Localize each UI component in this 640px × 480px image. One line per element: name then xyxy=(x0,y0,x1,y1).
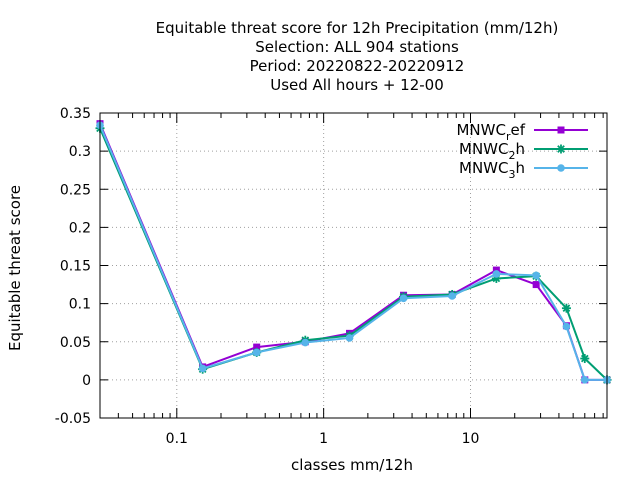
data-point xyxy=(562,322,571,331)
data-point xyxy=(301,338,310,347)
data-point-stroke xyxy=(562,304,571,313)
y-tick-label: 0.35 xyxy=(60,106,91,122)
series-line xyxy=(99,124,607,381)
title-line-2: Selection: ALL 904 stations xyxy=(255,38,459,56)
title-line-3: Period: 20220822-20220912 xyxy=(250,57,465,75)
data-point xyxy=(253,343,261,351)
data-point xyxy=(556,144,566,154)
series-layer xyxy=(95,120,612,385)
title-line-1: Equitable threat score for 12h Precipita… xyxy=(156,19,559,37)
y-tick-label: 0.05 xyxy=(60,335,91,351)
y-tick-label: 0 xyxy=(82,373,91,389)
data-point xyxy=(399,294,408,303)
legend-entry: MNWC2h xyxy=(459,140,588,162)
data-point xyxy=(532,281,540,289)
y-axis-label: Equitable threat score xyxy=(6,185,24,351)
series-MNWC_ref xyxy=(96,120,611,384)
x-tick-label: 1 xyxy=(319,431,328,447)
grid-lines xyxy=(100,113,607,418)
data-point xyxy=(580,376,589,384)
legend-label: MNWCref xyxy=(456,121,525,143)
data-point xyxy=(532,271,540,280)
y-tick-label: 0.15 xyxy=(60,259,91,275)
legend-label: MNWC2h xyxy=(459,140,525,162)
data-point xyxy=(557,126,565,134)
y-tick-label: 0.2 xyxy=(69,220,91,236)
y-tick-label: 0.1 xyxy=(69,297,91,313)
data-point xyxy=(580,354,590,364)
series-MNWC_2h xyxy=(95,123,612,385)
data-point xyxy=(345,334,354,342)
chart-title: Equitable threat score for 12h Precipita… xyxy=(156,19,559,94)
legend-label: MNWC3h xyxy=(459,159,525,181)
y-tick-label: 0.25 xyxy=(60,182,91,198)
y-tick-label: 0.3 xyxy=(69,144,91,160)
data-point xyxy=(492,266,500,274)
data-point-stroke xyxy=(557,145,565,153)
x-tick-label: 0.1 xyxy=(166,431,188,447)
title-line-4: Used All hours + 12-00 xyxy=(270,76,444,94)
series-MNWC_3h xyxy=(96,121,611,384)
x-tick-label: 10 xyxy=(462,431,480,447)
data-point xyxy=(198,364,207,373)
y-tick-label: -0.05 xyxy=(55,411,91,427)
legend-entry: MNWCref xyxy=(456,121,588,143)
legend-entry: MNWC3h xyxy=(459,159,588,181)
x-axis-label: classes mm/12h xyxy=(291,456,413,474)
plot-frame xyxy=(99,112,608,419)
data-point xyxy=(557,164,565,172)
data-point xyxy=(492,270,501,278)
x-tick-labels: 0.1 1 10 xyxy=(166,431,480,447)
data-point-stroke xyxy=(580,354,589,363)
y-tick-labels: -0.05 0 0.05 0.1 0.15 0.2 0.25 0.3 0.35 xyxy=(55,106,91,427)
data-point xyxy=(252,348,261,357)
data-point xyxy=(561,303,571,313)
data-point xyxy=(448,292,456,300)
